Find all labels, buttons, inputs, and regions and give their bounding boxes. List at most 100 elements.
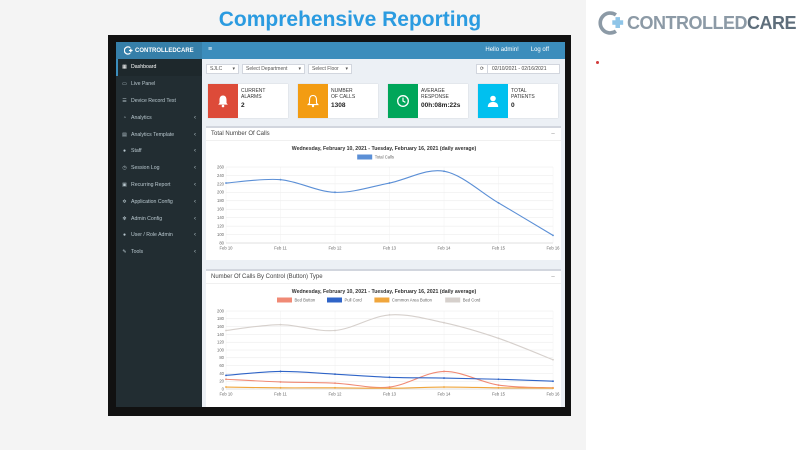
bell-icon: [298, 84, 328, 118]
legend-label: Pull Cord: [345, 298, 363, 303]
stat-label-2: OF CALLS: [331, 94, 356, 100]
sidebar-item-analytics-template[interactable]: ▤ Analytics Template ‹: [122, 131, 196, 138]
y-tick-label: 140: [217, 215, 225, 220]
stat-current-alarms: CURRENT ALARMS 2: [208, 84, 288, 118]
chart-title: Wednesday, February 10, 2021 - Tuesday, …: [292, 146, 477, 152]
legend-swatch: [327, 297, 342, 303]
sidebar-item-admin-config[interactable]: ✻ Admin Config ‹: [122, 215, 196, 222]
data-point: [443, 370, 445, 373]
y-tick-label: 140: [217, 332, 225, 337]
brand-name: CONTROLLEDCARE: [626, 12, 797, 33]
calls-by-type-panel: Number Of Calls By Control (Button) Type…: [206, 269, 561, 407]
data-point: [225, 374, 227, 377]
y-tick-label: 260: [217, 164, 225, 169]
data-point: [334, 329, 336, 332]
facility-select[interactable]: SJLC ▾: [206, 64, 239, 74]
user-icon: ●: [122, 148, 127, 155]
data-point: [334, 386, 336, 389]
data-point: [552, 234, 554, 237]
dashboard-icon: ▦: [122, 64, 127, 71]
x-tick-label: Feb 15: [492, 246, 506, 251]
chevron-left-icon: ‹: [194, 215, 196, 222]
sidebar-item-dashboard[interactable]: ▦ Dashboard: [116, 59, 202, 76]
clock-icon: [388, 84, 418, 118]
list-icon: ☰: [122, 97, 127, 104]
y-tick-label: 200: [217, 308, 225, 313]
data-point: [225, 378, 227, 381]
sidebar-item-tools[interactable]: ✎ Tools ‹: [122, 249, 196, 256]
caret-down-icon: ▾: [298, 66, 301, 72]
y-tick-label: 120: [217, 340, 225, 345]
data-point: [443, 386, 445, 388]
y-tick-label: 0: [222, 386, 225, 391]
sidebar-item-user-role-admin[interactable]: ● User / Role Admin ‹: [122, 232, 196, 239]
x-tick-label: Feb 16: [546, 392, 560, 397]
chart-title: Wednesday, February 10, 2021 - Tuesday, …: [292, 289, 477, 295]
legend-label: Common Area Button: [392, 298, 433, 303]
panel-title: Total Number Of Calls: [211, 131, 270, 137]
sidebar-item-live-panel[interactable]: ▭ Live Panel: [122, 81, 156, 88]
y-tick-label: 100: [217, 232, 225, 237]
gear-icon: ✲: [122, 198, 127, 205]
date-range-picker[interactable]: ⟳ 02/10/2021 - 02/16/2021: [476, 64, 560, 74]
minimize-icon[interactable]: −: [550, 273, 555, 281]
x-tick-label: Feb 15: [492, 392, 506, 397]
y-tick-label: 200: [217, 190, 225, 195]
chevron-left-icon: ‹: [194, 198, 196, 205]
data-point: [443, 321, 445, 324]
sidebar-item-staff[interactable]: ● Staff ‹: [122, 148, 196, 155]
stat-total-patients: TOTAL PATIENTS 0: [478, 84, 558, 118]
file-icon: ▤: [122, 131, 127, 138]
data-point: [388, 387, 391, 390]
y-tick-label: 60: [219, 363, 224, 368]
logout-link[interactable]: Log off: [530, 47, 549, 53]
users-icon: ●: [122, 232, 127, 239]
brand-mark-icon: [598, 11, 624, 35]
calls-by-type-chart: Wednesday, February 10, 2021 - Tuesday, …: [217, 289, 560, 397]
data-point: [225, 182, 227, 184]
chevron-left-icon: ‹: [194, 131, 196, 138]
y-tick-label: 100: [217, 347, 225, 352]
data-point: [552, 380, 554, 383]
brand-logo: CONTROLLEDCARE: [596, 8, 797, 38]
monitor-icon: ▭: [122, 81, 127, 88]
data-point: [497, 201, 500, 204]
chevron-left-icon: ‹: [194, 181, 196, 188]
floor-select[interactable]: Select Floor ▾: [308, 64, 352, 74]
sidebar-item-recurring-report[interactable]: ▣ Recurring Report ‹: [122, 181, 196, 188]
main-content: SJLC ▾ Select Department ▾ Select Floor ▾ ⟳…: [202, 59, 565, 407]
minimize-icon[interactable]: −: [550, 130, 555, 138]
sidebar-item-device-record-test[interactable]: ☰ Device Record Test: [122, 97, 176, 104]
data-point: [279, 323, 282, 326]
top-navbar: CONTROLLEDCARE ≡ Hello admin! Log off: [116, 42, 565, 59]
stat-value: 2: [241, 102, 245, 109]
department-select[interactable]: Select Department ▾: [242, 64, 305, 74]
x-tick-label: Feb 14: [437, 392, 451, 397]
data-point: [388, 182, 391, 184]
x-tick-label: Feb 11: [274, 246, 287, 251]
sidebar-item-session-log[interactable]: ◷ Session Log ‹: [122, 165, 196, 172]
sidebar-item-application-config[interactable]: ✲ Application Config ‹: [122, 198, 196, 205]
calendar-icon: ▣: [122, 181, 127, 188]
caret-down-icon: ▾: [232, 66, 235, 72]
data-point: [279, 370, 282, 373]
legend-label: Total Calls: [375, 155, 394, 160]
legend-swatch: [357, 154, 373, 160]
hamburger-icon[interactable]: ≡: [208, 46, 213, 53]
x-tick-label: Feb 10: [219, 246, 233, 251]
stat-label-1: CURRENT: [241, 88, 266, 94]
legend-label: Bed Cord: [463, 298, 481, 303]
greeting-text: Hello admin!: [485, 47, 519, 53]
x-tick-label: Feb 13: [383, 246, 397, 251]
x-tick-label: Feb 12: [328, 246, 342, 251]
red-dot: [596, 61, 599, 64]
data-point: [334, 373, 336, 376]
x-tick-label: Feb 13: [383, 392, 397, 397]
app-logo[interactable]: CONTROLLEDCARE: [116, 42, 202, 59]
stat-value: 1308: [331, 102, 346, 109]
data-point: [497, 384, 500, 386]
data-point: [334, 382, 336, 385]
x-tick-label: Feb 12: [328, 392, 342, 397]
logo-icon: [124, 46, 133, 55]
sidebar-item-analytics[interactable]: ◔ Analytics ‹: [122, 114, 196, 121]
